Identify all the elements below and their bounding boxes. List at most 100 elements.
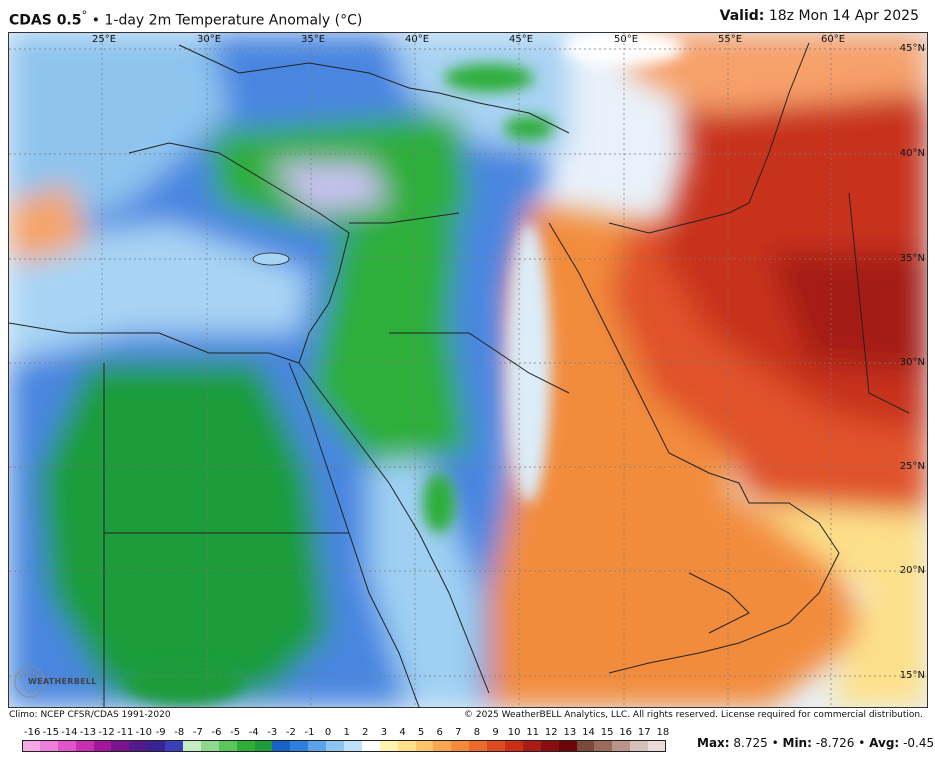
colorbar-tick-label: 9 <box>492 727 499 738</box>
colorbar-swatch <box>111 740 130 752</box>
med-coast <box>9 142 350 364</box>
colorbar-tick-label: 8 <box>473 727 481 738</box>
colorbar-swatch <box>451 740 470 752</box>
colorbar-tick-label: -4 <box>248 727 259 738</box>
colorbar-swatch <box>93 740 112 752</box>
colorbar-tick-label: 17 <box>637 727 651 738</box>
iraq-saudi-border <box>389 332 570 394</box>
colorbar-tick-label: -9 <box>155 727 166 738</box>
colorbar-swatch <box>183 740 201 752</box>
colorbar-tick-label: -16 <box>24 727 41 738</box>
cold-levant-arabia-north <box>309 223 469 463</box>
lon-label-45: 45°E <box>509 34 534 45</box>
climo-note: Climo: NCEP CFSR/CDAS 1991-2020 <box>9 710 171 720</box>
model-unit: ° <box>81 8 88 22</box>
lon-label-40: 40°E <box>405 34 430 45</box>
colorbar-swatch <box>200 740 219 752</box>
colorbar-tick-label: -14 <box>61 727 78 738</box>
colorbar-tick-label: -13 <box>79 727 97 738</box>
colorbar-swatch <box>326 740 345 752</box>
lat-label-45: 45°N <box>899 43 925 54</box>
colorbar: -16 -15 -14 -13 -12 -11 -10 -9 -8 -7 -6 -5 -4 -3 -2 -1 0… <box>22 727 669 754</box>
min-value: -8.726 <box>815 736 855 750</box>
red-sea-area <box>369 433 479 707</box>
stats-sep-1: • <box>771 736 779 750</box>
lat-label-20: 20°N <box>899 565 925 576</box>
cyprus <box>252 252 290 266</box>
lat-label-15: 15°N <box>899 670 925 681</box>
colorbar-tick-label: -1 <box>304 727 315 738</box>
title-bullet: • <box>91 12 101 29</box>
colorbar-swatch <box>379 740 398 752</box>
cold-sudan-patch <box>124 661 244 705</box>
logo-text: WEATHERBELL <box>28 677 97 686</box>
colorbar-swatch <box>469 740 488 752</box>
lat-label-30: 30°N <box>899 357 925 368</box>
logo-swirl-icon <box>14 666 46 698</box>
yemen-oman-border <box>688 572 750 634</box>
colorbar-swatch <box>290 740 309 752</box>
valid-time: Valid: 18z Mon 14 Apr 2025 <box>720 8 919 24</box>
colorbar-swatch <box>594 740 613 752</box>
anomaly-map: 25°E 30°E 35°E 40°E 45°E 50°E 55°E 60°E … <box>8 32 928 708</box>
colorbar-tick-label: -10 <box>135 727 152 738</box>
weatherbell-logo-icon: WEATHERBELL <box>10 662 96 702</box>
colorbar-swatch <box>147 740 166 752</box>
colorbar-tick-label: 0 <box>324 727 332 738</box>
colorbar-swatch <box>630 740 649 752</box>
colorbar-swatch <box>57 740 76 752</box>
colorbar-tick-label: 11 <box>526 727 540 738</box>
colorbar-tick-label: -15 <box>42 727 59 738</box>
colorbar-swatch <box>540 740 559 752</box>
colorbar-swatch <box>361 740 380 752</box>
colorbar-tick-label: 14 <box>582 727 595 738</box>
stats-sep-2: • <box>858 736 866 750</box>
field-stats: Max: 8.725 • Min: -8.726 • Avg: -0.451 <box>697 736 935 750</box>
chart-title: CDAS 0.5° • 1-day 2m Temperature Anomaly… <box>9 8 362 29</box>
lat-label-25: 25°N <box>899 461 925 472</box>
max-label: Max: <box>697 736 730 750</box>
colorbar-swatch <box>272 740 291 752</box>
colorbar-swatch <box>218 740 237 752</box>
colorbar-tick-label: -7 <box>192 727 203 738</box>
lon-label-50: 50°E <box>614 34 639 45</box>
colorbar-swatch <box>612 740 631 752</box>
lat-label-35: 35°N <box>899 253 925 264</box>
cold-armenia-patch <box>504 116 554 140</box>
borders <box>9 42 910 707</box>
iran-afghan-border <box>848 192 910 414</box>
cold-caucasus-patch <box>444 64 534 92</box>
cold-hejaz-patch <box>423 473 455 533</box>
colorbar-tick-label: 2 <box>362 727 369 738</box>
colorbar-tick-label: 7 <box>455 727 462 738</box>
colorbar-tick-label: 6 <box>436 727 443 738</box>
colorbar-tick-label: 16 <box>619 727 633 738</box>
model-name: CDAS 0.5 <box>9 12 82 29</box>
copyright-note: © 2025 WeatherBELL Analytics, LLC. All r… <box>464 710 923 720</box>
colorbar-swatch <box>397 740 416 752</box>
colorbar-swatch <box>129 740 148 752</box>
avg-value: -0.451 <box>903 736 935 750</box>
valid-value: 18z Mon 14 Apr 2025 <box>768 8 919 24</box>
lat-label-40: 40°N <box>899 148 925 159</box>
colorbar-border <box>22 740 666 752</box>
colorbar-swatch <box>75 740 94 752</box>
avg-label: Avg: <box>869 736 900 750</box>
black-sea-coast <box>178 44 570 134</box>
lon-label-60: 60°E <box>821 34 846 45</box>
colorbar-tick-label: -11 <box>117 727 134 738</box>
colorbar-swatch <box>505 740 523 752</box>
colorbar-swatch <box>39 740 58 752</box>
lon-label-35: 35°E <box>301 34 326 45</box>
colorbar-swatch <box>433 740 452 752</box>
turkey-syria-border <box>349 212 460 224</box>
red-sea-east-coast <box>298 362 490 694</box>
cold-egypt-libya <box>39 363 329 693</box>
colorbar-swatch <box>165 740 184 752</box>
lon-label-25: 25°E <box>92 34 117 45</box>
min-label: Min: <box>782 736 812 750</box>
warm-north-caspian <box>629 33 927 113</box>
warm-arabia <box>489 203 869 707</box>
colorbar-tick-label: 5 <box>417 727 425 738</box>
colorbar-tick-label: -5 <box>230 727 241 738</box>
